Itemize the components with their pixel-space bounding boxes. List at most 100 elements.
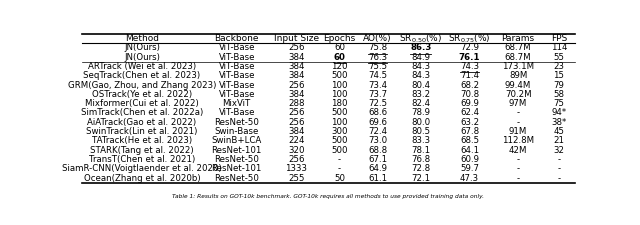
Text: 60.9: 60.9 (460, 155, 479, 164)
Text: 1333: 1333 (285, 164, 307, 173)
Text: 80.4: 80.4 (411, 81, 430, 90)
Text: 300: 300 (332, 127, 348, 136)
Text: 75.5: 75.5 (368, 62, 387, 71)
Text: 256: 256 (288, 108, 305, 117)
Text: SimTrack(Chen et al. 2022a): SimTrack(Chen et al. 2022a) (81, 108, 203, 117)
Text: 75.8: 75.8 (368, 43, 387, 52)
Text: Swin-Base: Swin-Base (214, 127, 259, 136)
Text: 60: 60 (333, 53, 346, 62)
Text: 256: 256 (288, 81, 305, 90)
Text: $\mathrm{SR}_{0.50}$(%): $\mathrm{SR}_{0.50}$(%) (399, 32, 442, 45)
Text: 384: 384 (288, 53, 305, 62)
Text: 256: 256 (288, 118, 305, 127)
Text: 500: 500 (332, 137, 348, 146)
Text: 63.2: 63.2 (460, 118, 479, 127)
Text: 82.4: 82.4 (411, 99, 430, 108)
Text: 70.8: 70.8 (460, 90, 479, 99)
Text: 173.1M: 173.1M (502, 62, 534, 71)
Text: -: - (516, 118, 520, 127)
Text: -: - (557, 164, 561, 173)
Text: TATrack(He et al. 2023): TATrack(He et al. 2023) (92, 137, 192, 146)
Text: 500: 500 (332, 108, 348, 117)
Text: 97M: 97M (509, 99, 527, 108)
Text: 384: 384 (288, 71, 305, 80)
Text: 71.4: 71.4 (460, 71, 479, 80)
Text: ResNet-50: ResNet-50 (214, 118, 259, 127)
Text: 288: 288 (288, 99, 305, 108)
Text: SiamR-CNN(Voigtlaender et al. 2020): SiamR-CNN(Voigtlaender et al. 2020) (62, 164, 222, 173)
Text: 59.7: 59.7 (460, 164, 479, 173)
Text: 72.5: 72.5 (368, 99, 387, 108)
Text: 21: 21 (553, 137, 564, 146)
Text: 78.1: 78.1 (411, 146, 430, 155)
Text: 76.3: 76.3 (368, 53, 387, 62)
Text: GRM(Gao, Zhou, and Zhang 2023): GRM(Gao, Zhou, and Zhang 2023) (68, 81, 216, 90)
Text: -: - (516, 164, 520, 173)
Text: -: - (516, 155, 520, 164)
Text: Ocean(Zhang et al. 2020b): Ocean(Zhang et al. 2020b) (84, 174, 200, 183)
Text: -: - (516, 108, 520, 117)
Text: 68.8: 68.8 (368, 146, 387, 155)
Text: 42M: 42M (509, 146, 527, 155)
Text: 58: 58 (553, 90, 564, 99)
Text: 384: 384 (288, 62, 305, 71)
Text: 50: 50 (334, 174, 345, 183)
Text: 83.3: 83.3 (411, 137, 430, 146)
Text: -: - (338, 164, 341, 173)
Text: OSTrack(Ye et al. 2022): OSTrack(Ye et al. 2022) (92, 90, 192, 99)
Text: Epochs: Epochs (323, 34, 356, 43)
Text: 320: 320 (288, 146, 305, 155)
Text: 64.1: 64.1 (460, 146, 479, 155)
Text: -: - (516, 174, 520, 183)
Text: 84.3: 84.3 (411, 62, 430, 71)
Text: 69.6: 69.6 (368, 118, 387, 127)
Text: 80.0: 80.0 (411, 118, 430, 127)
Text: 73.0: 73.0 (368, 137, 387, 146)
Text: 76.1: 76.1 (459, 53, 480, 62)
Text: ViT-Base: ViT-Base (218, 62, 255, 71)
Text: 68.5: 68.5 (460, 137, 479, 146)
Text: 38*: 38* (551, 118, 566, 127)
Text: 500: 500 (332, 71, 348, 80)
Text: ARTrack (Wei et al. 2023): ARTrack (Wei et al. 2023) (88, 62, 196, 71)
Text: ResNet-50: ResNet-50 (214, 174, 259, 183)
Text: Method: Method (125, 34, 159, 43)
Text: Table 1: Results on GOT-10k benchmark. GOT-10k requires all methods to use provi: Table 1: Results on GOT-10k benchmark. G… (172, 194, 484, 198)
Text: 67.8: 67.8 (460, 127, 479, 136)
Text: 68.7M: 68.7M (505, 53, 531, 62)
Text: ViT-Base: ViT-Base (218, 90, 255, 99)
Text: 74.3: 74.3 (460, 62, 479, 71)
Text: 15: 15 (553, 71, 564, 80)
Text: 84.9: 84.9 (412, 53, 430, 62)
Text: 73.7: 73.7 (368, 90, 387, 99)
Text: 500: 500 (332, 146, 348, 155)
Text: JN(Ours): JN(Ours) (124, 43, 160, 52)
Text: 45: 45 (553, 127, 564, 136)
Text: 55: 55 (553, 53, 564, 62)
Text: 83.2: 83.2 (411, 90, 430, 99)
Text: 67.1: 67.1 (368, 155, 387, 164)
Text: 79: 79 (554, 81, 564, 90)
Text: 72.8: 72.8 (411, 164, 430, 173)
Text: 72.1: 72.1 (411, 174, 430, 183)
Text: 100: 100 (332, 90, 348, 99)
Text: ResNet-101: ResNet-101 (212, 164, 262, 173)
Text: 68.6: 68.6 (368, 108, 387, 117)
Text: ViT-Base: ViT-Base (218, 71, 255, 80)
Text: 384: 384 (288, 127, 305, 136)
Text: Input Size: Input Size (274, 34, 319, 43)
Text: 256: 256 (288, 155, 305, 164)
Text: -: - (557, 155, 561, 164)
Text: 100: 100 (332, 81, 348, 90)
Text: 256: 256 (288, 43, 305, 52)
Text: FPS: FPS (550, 34, 567, 43)
Text: 68.2: 68.2 (460, 81, 479, 90)
Text: STARK(Tang et al. 2022): STARK(Tang et al. 2022) (90, 146, 194, 155)
Text: 89M: 89M (509, 71, 527, 80)
Text: TransT(Chen et al. 2021): TransT(Chen et al. 2021) (89, 155, 195, 164)
Text: Params: Params (502, 34, 535, 43)
Text: 91M: 91M (509, 127, 527, 136)
Text: MixViT: MixViT (223, 99, 251, 108)
Text: 60: 60 (334, 43, 345, 52)
Text: Mixformer(Cui et al. 2022): Mixformer(Cui et al. 2022) (85, 99, 199, 108)
